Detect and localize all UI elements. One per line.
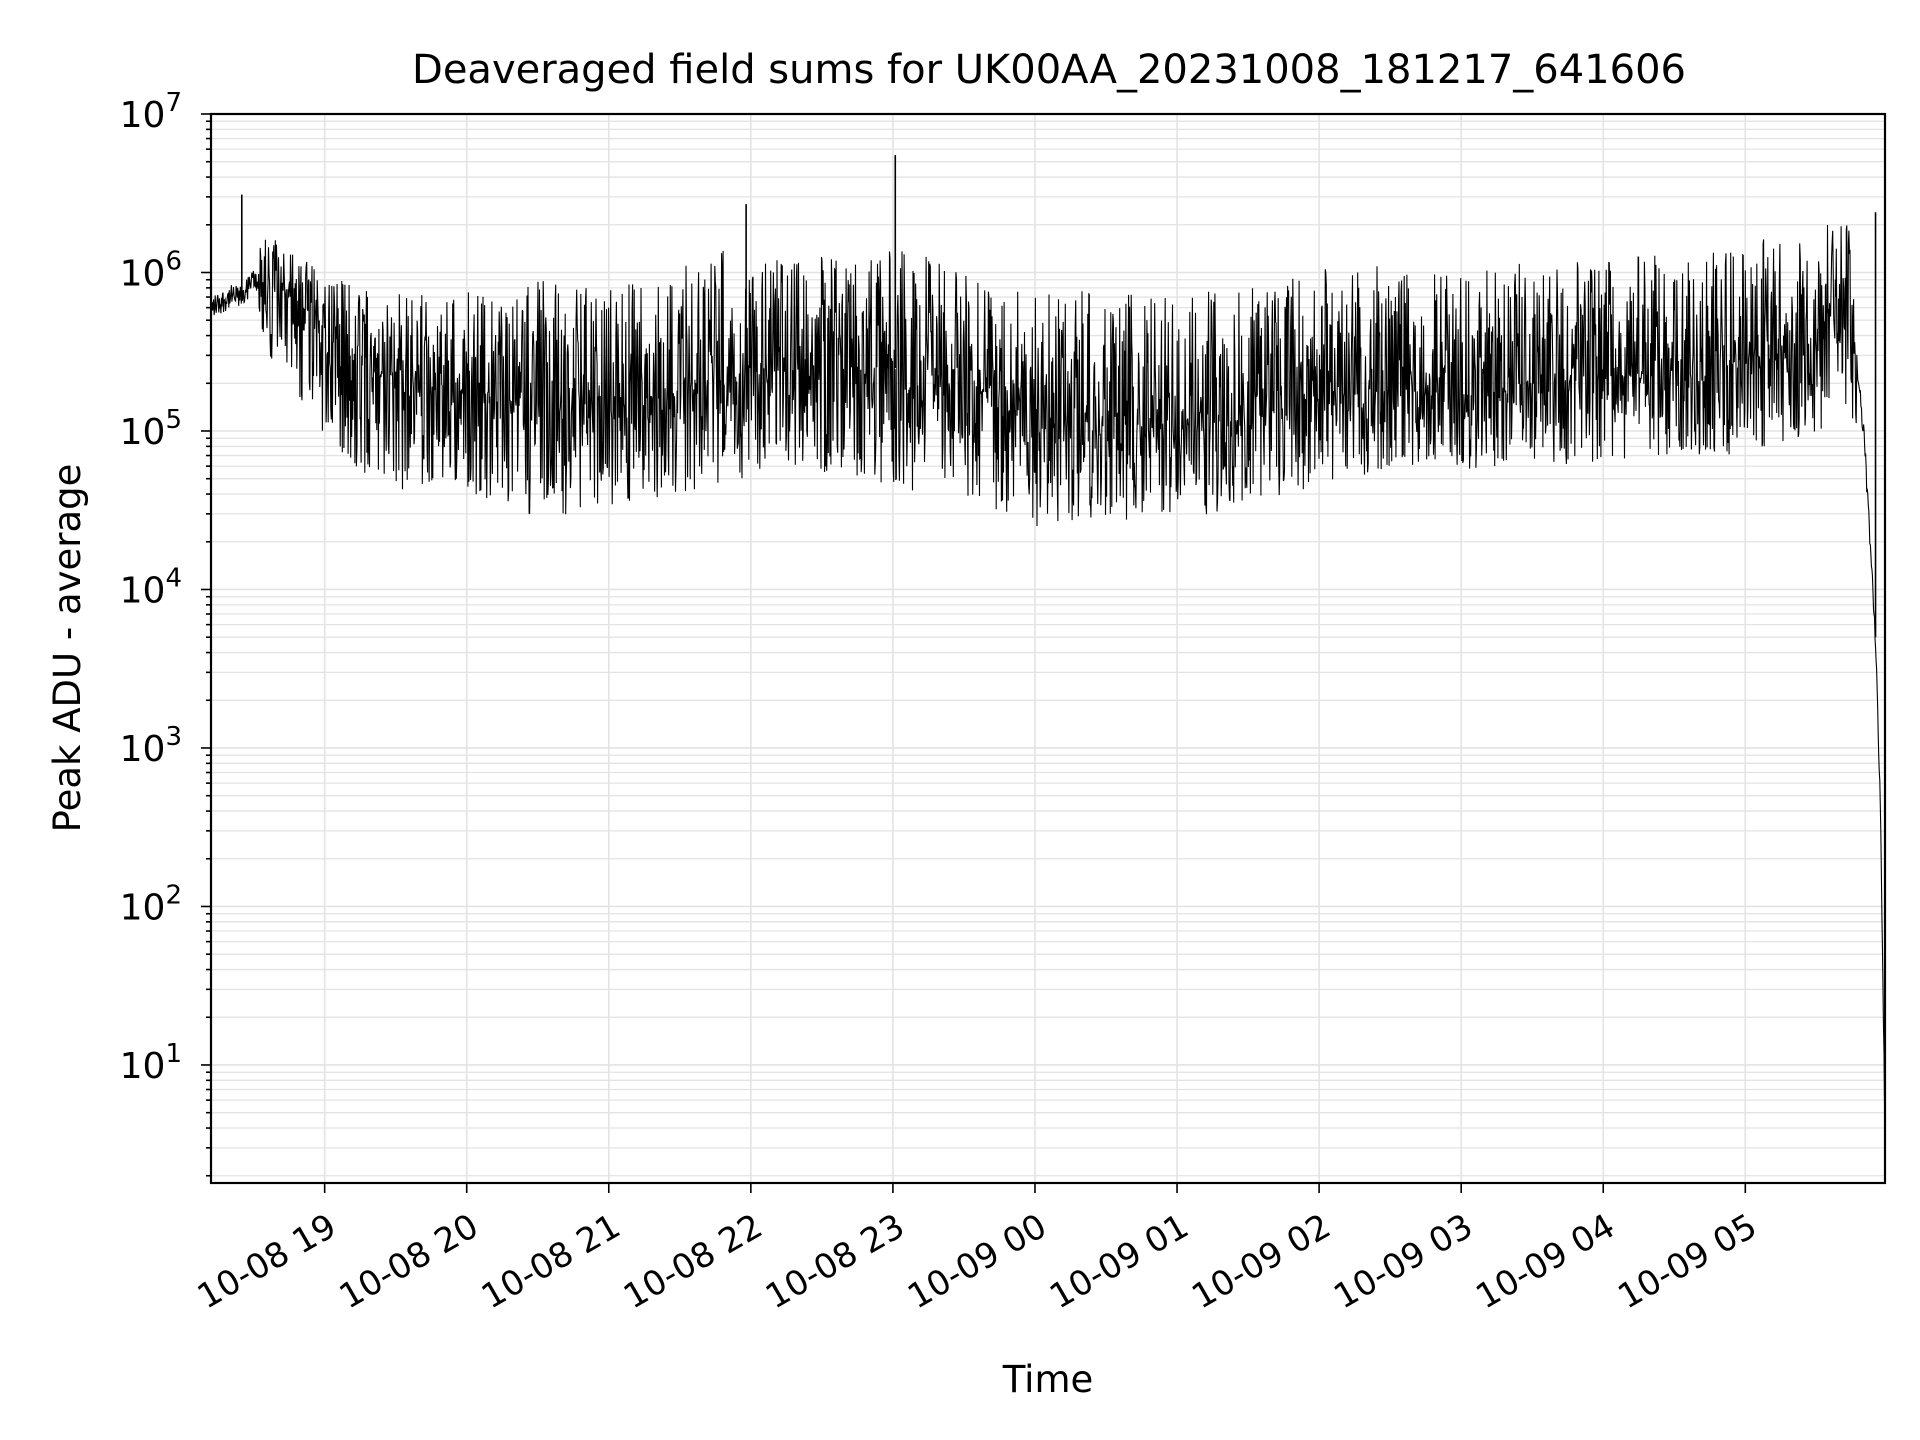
series-line bbox=[210, 224, 1886, 1131]
y-tick-label: 107 bbox=[120, 88, 182, 136]
y-axis-label: Peak ADU - average bbox=[46, 464, 89, 833]
y-tick-label: 103 bbox=[120, 722, 182, 770]
x-axis-label: Time bbox=[1002, 1358, 1094, 1401]
y-tick-label: 102 bbox=[120, 880, 182, 928]
series-group bbox=[210, 155, 1886, 1131]
y-tick-label: 106 bbox=[120, 246, 182, 294]
y-tick-label: 101 bbox=[120, 1039, 182, 1087]
y-tick-label: 105 bbox=[120, 405, 182, 453]
chart-title: Deaveraged field sums for UK00AA_2023100… bbox=[412, 47, 1686, 93]
y-tick-label: 104 bbox=[120, 563, 182, 611]
plot-frame bbox=[209, 112, 1887, 1185]
y-axis: 101 102 103 104 105 106 107 bbox=[120, 88, 211, 1177]
